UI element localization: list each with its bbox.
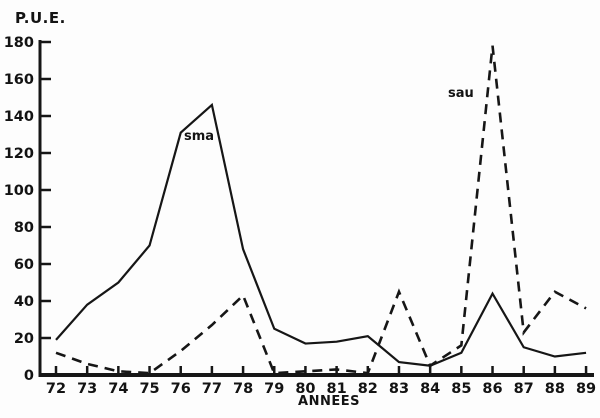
y-tick-label: 80 <box>14 220 34 236</box>
y-tick-label: 120 <box>4 146 34 162</box>
y-tick-label: 20 <box>14 331 34 347</box>
x-tick-label: 75 <box>139 381 159 397</box>
x-tick-label: 72 <box>46 381 66 397</box>
x-tick-label: 89 <box>576 381 596 397</box>
x-tick-label: 73 <box>77 381 97 397</box>
x-tick-label: 82 <box>358 381 378 397</box>
x-tick-label: 78 <box>233 381 253 397</box>
x-tick-label: 81 <box>327 381 347 397</box>
y-tick-label: 60 <box>14 257 34 273</box>
y-tick-label: 100 <box>4 183 34 199</box>
x-tick-label: 83 <box>389 381 409 397</box>
x-axis-title: ANNEES <box>298 394 360 409</box>
x-tick-label: 79 <box>264 381 284 397</box>
x-tick-label: 80 <box>295 381 315 397</box>
x-tick-label: 76 <box>171 381 191 397</box>
x-tick-label: 88 <box>545 381 565 397</box>
y-tick-label: 40 <box>14 294 34 310</box>
series-label-sma: sma <box>184 129 215 144</box>
series-sma-line <box>55 102 587 367</box>
y-tick-label: 180 <box>4 35 34 51</box>
series-sau-line <box>55 45 587 375</box>
series-label-sau: sau <box>448 86 474 101</box>
x-tick-label: 86 <box>482 381 502 397</box>
x-tick-label: 77 <box>202 381 222 397</box>
y-tick-label: 0 <box>24 368 34 384</box>
x-tick-label: 87 <box>514 381 534 397</box>
x-tick-label: 85 <box>451 381 471 397</box>
x-tick-label: 84 <box>420 381 440 397</box>
y-tick-label: 160 <box>4 72 34 88</box>
y-tick-label: 140 <box>4 109 34 125</box>
y-axis-title: P.U.E. <box>15 9 66 27</box>
x-tick-label: 74 <box>108 381 128 397</box>
